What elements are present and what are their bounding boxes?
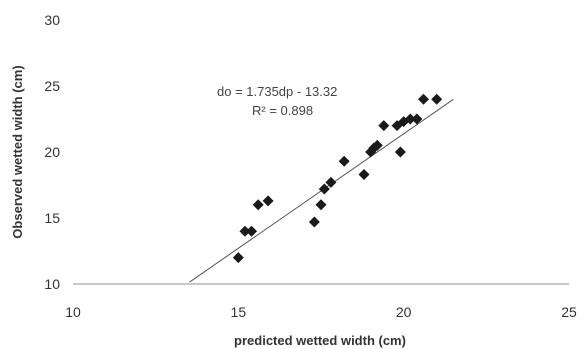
- data-point: [325, 176, 337, 188]
- y-tick-labels: 10 15 20 25 30: [44, 12, 60, 292]
- y-axis-label-group: Observed wetted width (cm): [10, 65, 25, 238]
- data-point: [394, 146, 406, 158]
- data-point: [232, 252, 244, 264]
- data-point: [315, 199, 327, 211]
- data-point: [418, 93, 430, 105]
- x-axis-label: predicted wetted width (cm): [234, 333, 406, 348]
- x-tick-label: 15: [231, 304, 247, 320]
- data-point: [338, 155, 350, 167]
- x-tick-label: 20: [396, 304, 412, 320]
- y-tick-label: 25: [44, 78, 60, 94]
- data-point: [378, 120, 390, 132]
- x-tick-labels: 10 15 20 25: [65, 304, 577, 320]
- y-tick-label: 10: [44, 276, 60, 292]
- data-point: [371, 139, 383, 151]
- data-points: [232, 93, 443, 264]
- x-tick-label: 10: [65, 304, 81, 320]
- r-squared-label: R² = 0.898: [252, 103, 313, 118]
- data-point: [404, 113, 416, 125]
- y-tick-label: 15: [44, 210, 60, 226]
- y-tick-label: 20: [44, 144, 60, 160]
- data-point: [246, 225, 258, 237]
- data-point: [411, 113, 423, 125]
- data-point: [358, 168, 370, 180]
- data-point: [252, 199, 264, 211]
- y-axis-label: Observed wetted width (cm): [10, 65, 25, 238]
- data-point: [308, 216, 320, 228]
- data-point: [431, 93, 443, 105]
- data-point: [318, 183, 330, 195]
- y-tick-label: 30: [44, 12, 60, 28]
- equation-label: do = 1.735dp - 13.32: [217, 84, 337, 99]
- x-tick-label: 25: [561, 304, 577, 320]
- data-point: [262, 195, 274, 207]
- data-point: [239, 225, 251, 237]
